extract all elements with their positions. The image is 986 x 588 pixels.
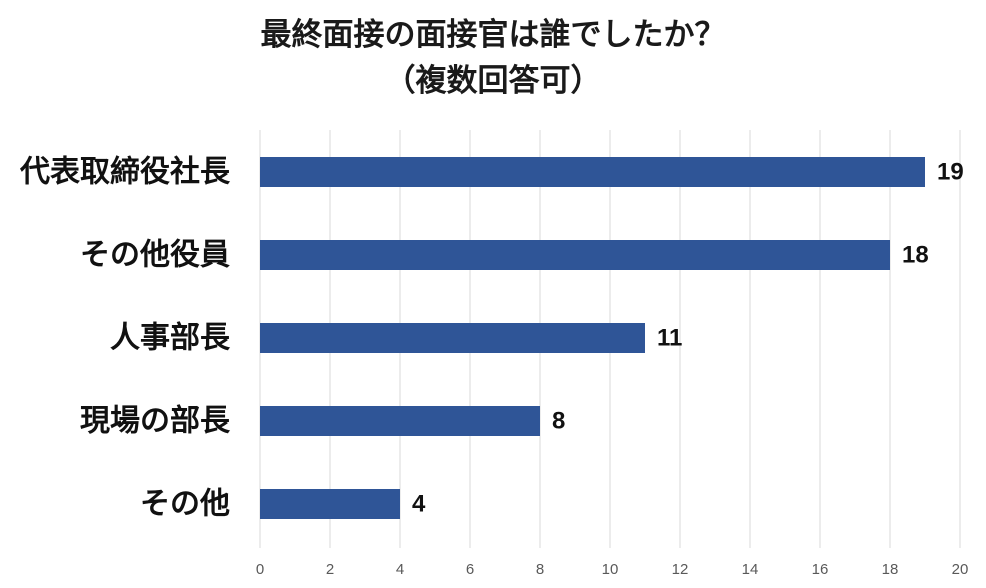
x-tick-label: 0 bbox=[256, 561, 264, 578]
data-label: 18 bbox=[902, 242, 929, 269]
x-tick-label: 18 bbox=[882, 561, 899, 578]
x-tick-label: 2 bbox=[326, 561, 334, 578]
category-label: その他 bbox=[140, 487, 230, 522]
x-tick-labels: 0 2 4 6 8 10 12 14 16 18 20 bbox=[256, 561, 969, 578]
category-label: 現場の部長 bbox=[80, 404, 231, 439]
x-tick-label: 20 bbox=[952, 561, 969, 578]
x-tick-label: 4 bbox=[396, 561, 404, 578]
category-label: その他役員 bbox=[80, 238, 230, 273]
bars bbox=[260, 157, 925, 519]
data-label: 19 bbox=[937, 159, 964, 186]
bar bbox=[260, 323, 645, 353]
chart-subtitle: （複数回答可） bbox=[384, 63, 602, 99]
data-label: 4 bbox=[412, 491, 426, 518]
category-label: 人事部長 bbox=[110, 321, 231, 356]
bar bbox=[260, 157, 925, 187]
bar bbox=[260, 240, 890, 270]
data-label: 8 bbox=[552, 408, 565, 435]
x-tick-label: 12 bbox=[672, 561, 689, 578]
x-tick-label: 10 bbox=[602, 561, 619, 578]
category-label: 代表取締役社長 bbox=[19, 155, 231, 190]
gridlines bbox=[259, 130, 961, 548]
x-tick-label: 16 bbox=[812, 561, 829, 578]
value-labels: 19 18 11 8 4 bbox=[412, 159, 964, 518]
bar bbox=[260, 489, 400, 519]
x-tick-label: 6 bbox=[466, 561, 474, 578]
bar bbox=[260, 406, 540, 436]
data-label: 11 bbox=[657, 325, 682, 352]
x-tick-label: 8 bbox=[536, 561, 544, 578]
x-tick-label: 14 bbox=[742, 561, 759, 578]
chart-title: 最終面接の面接官は誰でしたか？ bbox=[260, 17, 726, 53]
